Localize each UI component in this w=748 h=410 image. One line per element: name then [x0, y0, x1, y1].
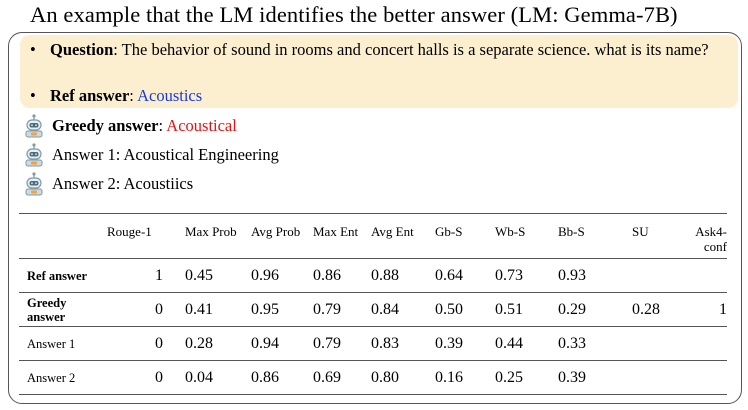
column-header: Max Prob: [185, 213, 251, 259]
table-cell: 0.28: [185, 326, 251, 361]
column-header: Wb-S: [495, 213, 558, 259]
table-cell: 0.50: [435, 292, 495, 327]
robot-icon: [22, 143, 46, 167]
table-cell: 0.45: [185, 258, 251, 293]
column-header: SU: [632, 213, 684, 259]
table-cell: [632, 360, 684, 395]
table-row: Answer 1 0 0.28 0.94 0.79 0.83 0.39 0.44…: [19, 326, 727, 361]
table-cell: 0.39: [435, 326, 495, 361]
answer2-text: Answer 2: Acoustiics: [52, 174, 194, 193]
ref-answer-separator: :: [129, 86, 138, 105]
table-cell: 0.84: [371, 292, 435, 327]
table-cell: 0.93: [558, 258, 632, 293]
table-cell: 0.41: [185, 292, 251, 327]
column-header: [19, 213, 107, 259]
answer1-text: Answer 1: Acoustical Engineering: [52, 145, 279, 164]
ref-answer-item: • Ref answer: Acoustics: [30, 85, 202, 106]
table-row: Answer 2 0 0.04 0.86 0.69 0.80 0.16 0.25…: [19, 360, 727, 395]
column-header: Avg Ent: [371, 213, 435, 259]
question-text: : The behavior of sound in rooms and con…: [113, 40, 709, 59]
greedy-answer-value: Acoustical: [166, 116, 237, 135]
column-header: Avg Prob: [251, 213, 313, 259]
table-cell: 0.80: [371, 360, 435, 395]
table-cell: [632, 258, 684, 293]
table-cell: [684, 326, 727, 361]
question-label: Question: [50, 40, 114, 59]
table-cell: 0.16: [435, 360, 495, 395]
bullet: •: [30, 86, 36, 105]
table-cell: 0.28: [632, 292, 684, 327]
greedy-answer-line: Greedy answer: Acoustical: [22, 114, 237, 138]
ref-answer-label: Ref answer: [50, 86, 130, 105]
table-cell: 0.73: [495, 258, 558, 293]
table-cell: 0.04: [185, 360, 251, 395]
greedy-answer-label: Greedy answer: [52, 116, 159, 135]
table-cell: 0.96: [251, 258, 313, 293]
table-cell: 0.94: [251, 326, 313, 361]
table-cell: 0.29: [558, 292, 632, 327]
table-cell: 0.95: [251, 292, 313, 327]
table-cell: 0.79: [313, 292, 371, 327]
table-cell: 0.86: [313, 258, 371, 293]
slide-title: An example that the LM identifies the be…: [30, 2, 678, 27]
table-cell: [684, 258, 727, 293]
table-cell: 0.79: [313, 326, 371, 361]
table-cell: 0: [107, 360, 185, 395]
table-cell: 0.44: [495, 326, 558, 361]
table-cell: [632, 326, 684, 361]
table-cell: 1: [107, 258, 185, 293]
table-cell: 0.69: [313, 360, 371, 395]
column-header: Ask4-conf: [684, 213, 727, 259]
table-cell: 0.51: [495, 292, 558, 327]
answer2-line: Answer 2: Acoustiics: [22, 172, 193, 196]
table-row: Ref answer 1 0.45 0.96 0.86 0.88 0.64 0.…: [19, 258, 727, 293]
row-label: Answer 2: [19, 360, 107, 395]
table-cell: 1: [684, 292, 727, 327]
robot-icon: [22, 114, 46, 138]
greedy-answer-separator: :: [158, 116, 167, 135]
table-header-row: Rouge-1 Max Prob Avg Prob Max Ent Avg En…: [19, 213, 727, 259]
robot-icon: [22, 172, 46, 196]
table-cell: 0.83: [371, 326, 435, 361]
table-cell: 0.39: [558, 360, 632, 395]
answer1-line: Answer 1: Acoustical Engineering: [22, 143, 279, 167]
table-cell: 0.86: [251, 360, 313, 395]
table-cell: 0.64: [435, 258, 495, 293]
table-cell: 0: [107, 292, 185, 327]
column-header: Bb-S: [558, 213, 632, 259]
column-header: Rouge-1: [107, 213, 185, 259]
bullet: •: [30, 40, 36, 59]
table-cell: 0.88: [371, 258, 435, 293]
row-label: Answer 1: [19, 326, 107, 361]
table-cell: 0: [107, 326, 185, 361]
ref-answer-value: Acoustics: [137, 86, 203, 105]
question-item: • Question: The behavior of sound in room…: [30, 39, 718, 60]
column-header: Gb-S: [435, 213, 495, 259]
question-box: • Question: The behavior of sound in room…: [20, 35, 738, 108]
row-label: Ref answer: [19, 258, 107, 293]
column-header: Max Ent: [313, 213, 371, 259]
table-cell: [684, 360, 727, 395]
example-frame: [8, 32, 742, 404]
table-cell: 0.33: [558, 326, 632, 361]
table-cell: 0.25: [495, 360, 558, 395]
table-row: Greedy answer 0 0.41 0.95 0.79 0.84 0.50…: [19, 292, 727, 327]
row-label: Greedy answer: [19, 292, 107, 327]
metrics-table: Rouge-1 Max Prob Avg Prob Max Ent Avg En…: [19, 213, 727, 395]
